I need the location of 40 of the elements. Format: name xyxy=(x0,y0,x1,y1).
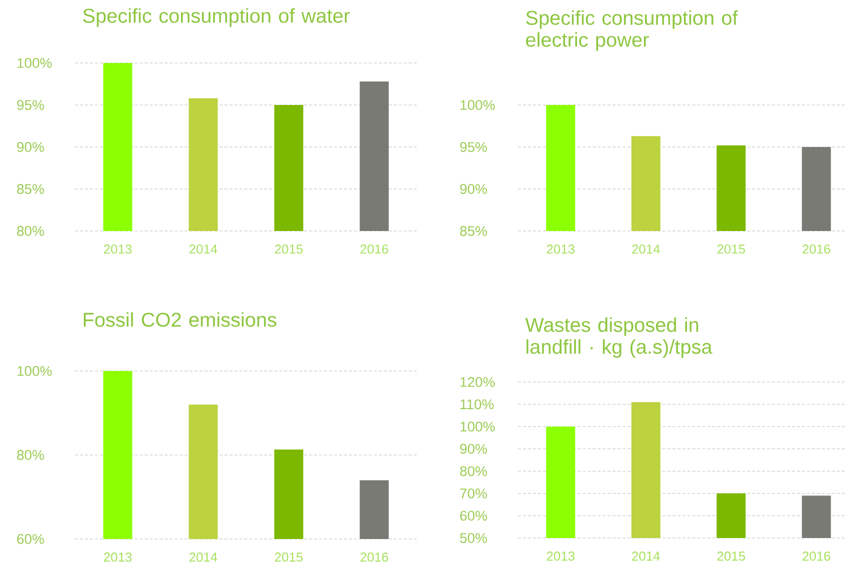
y-tick-label: 100% xyxy=(18,58,52,68)
y-tick-label: 100% xyxy=(18,366,52,376)
y-tick-label: 60% xyxy=(460,510,487,521)
y-tick-label: 110% xyxy=(460,399,494,410)
y-tick-label: 120% xyxy=(460,377,495,387)
x-tick-label: 2016 xyxy=(802,244,830,254)
y-tick-label: 80% xyxy=(460,466,487,476)
x-tick-label: 2013 xyxy=(546,552,574,561)
x-tick-label: 2016 xyxy=(360,244,388,254)
y-tick-label: 90% xyxy=(460,184,487,194)
y-tick-label: 80% xyxy=(17,226,44,236)
y-tick-label: 85% xyxy=(460,226,487,236)
y-tick-label: 95% xyxy=(17,100,44,110)
chart-title: Specific consumption of electric power xyxy=(526,10,738,51)
x-tick-label: 2016 xyxy=(802,552,830,561)
y-tick-label: 85% xyxy=(17,184,44,194)
x-tick-label: 2013 xyxy=(104,552,132,562)
x-tick-label: 2015 xyxy=(275,552,303,562)
y-tick-label: 100% xyxy=(460,100,495,110)
y-tick-label: 90% xyxy=(460,444,487,454)
y-tick-label: 50% xyxy=(460,533,487,543)
chart-title: Fossil CO2 emissions xyxy=(84,312,276,327)
y-tick-label: 60% xyxy=(17,534,44,544)
x-tick-label: 2015 xyxy=(275,244,303,254)
x-tick-label: 2013 xyxy=(546,244,574,254)
x-tick-label: 2016 xyxy=(360,552,388,562)
x-tick-label: 2015 xyxy=(717,244,745,254)
y-tick-label: 100% xyxy=(460,422,495,432)
x-tick-label: 2014 xyxy=(190,552,218,562)
x-tick-label: 2014 xyxy=(632,244,660,254)
y-tick-label: 70% xyxy=(460,488,487,498)
x-tick-label: 2015 xyxy=(717,552,745,561)
chart-title: Specific consumption of water xyxy=(83,8,350,27)
y-tick-label: 95% xyxy=(460,142,487,152)
chart-title: Wastes disposed in landfill · kg (a.s)/tpsa xyxy=(525,317,712,358)
x-tick-label: 2014 xyxy=(190,244,218,254)
x-tick-label: 2013 xyxy=(104,244,132,254)
x-tick-label: 2014 xyxy=(632,552,660,561)
y-tick-label: 80% xyxy=(17,450,44,460)
y-tick-label: 90% xyxy=(17,142,44,152)
